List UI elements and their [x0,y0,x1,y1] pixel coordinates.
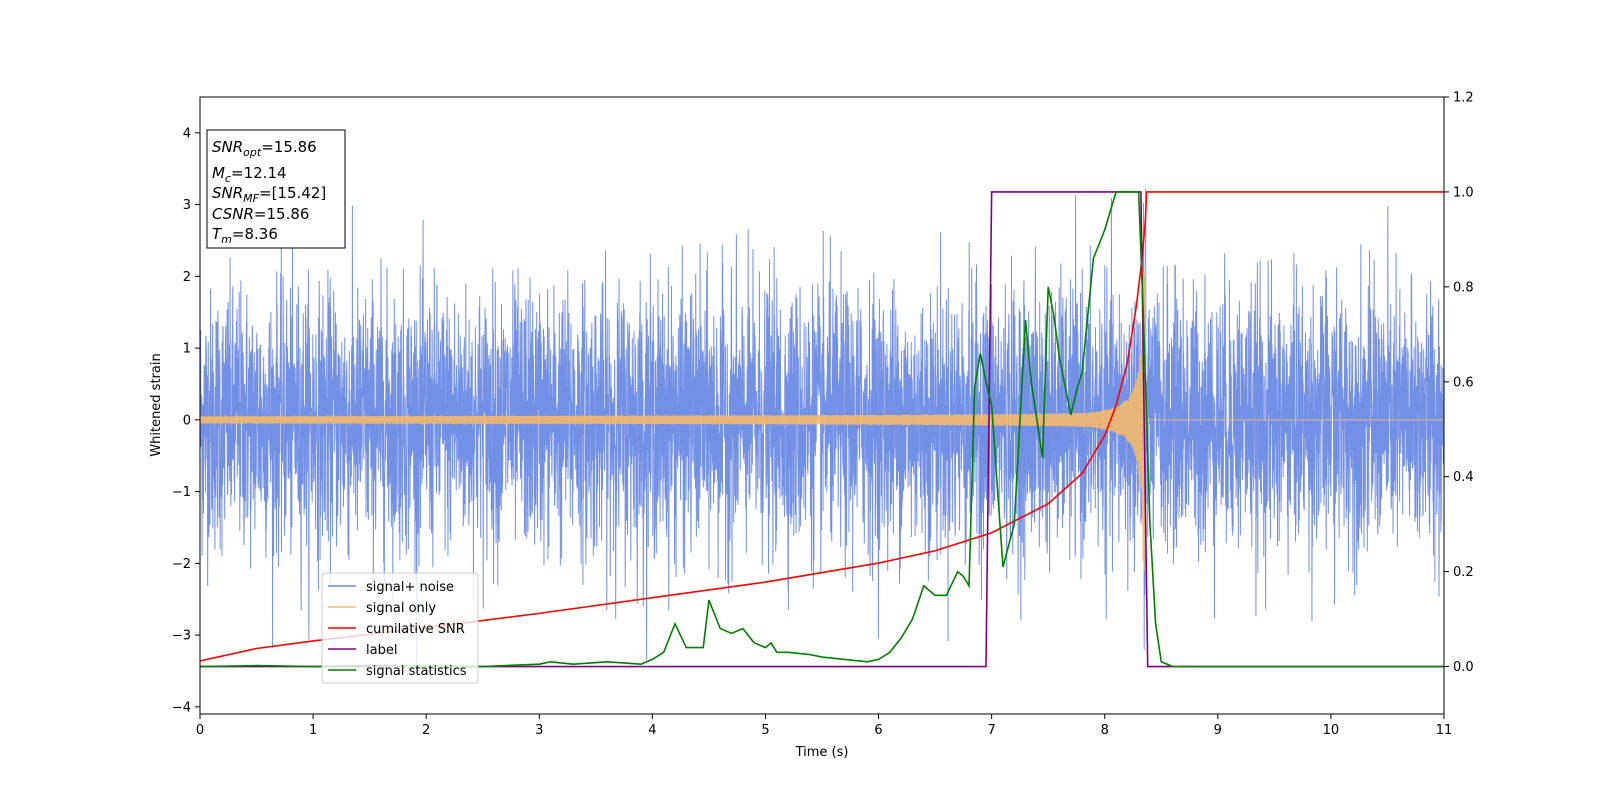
y-tick-label: 2 [183,270,191,285]
y2-tick-label: 1.2 [1453,91,1474,106]
y2-tick-label: 0.4 [1453,470,1474,485]
annotation-box: SNRopt=15.86 Mc=12.14SNRMF=[15.42]CSNR=15… [206,129,346,249]
legend-frame [321,572,479,684]
y2-tick-label: 0.2 [1453,565,1474,580]
x-tick-label: 8 [1101,723,1109,738]
legend-entry: signal+ noise [366,580,454,595]
x-tick-label: 0 [196,723,204,738]
series-signal-only [200,265,1444,573]
legend: signal+ noise signal only cumilative SNR la… [321,572,479,684]
plot-frame [199,96,1445,715]
y-tick-label: −2 [172,557,191,572]
annotation-line: Tm=8.36 [212,225,278,246]
legend-entry: signal statistics [366,664,467,679]
y-tick-label: −3 [172,629,191,644]
y-tick-label: −1 [172,485,191,500]
y-tick-label: 1 [183,342,191,357]
x-tick-label: 2 [422,723,430,738]
y2-tick-label: 0.6 [1453,375,1474,390]
x-tick-label: 5 [761,723,769,738]
x-tick-label: 3 [535,723,543,738]
legend-entry: signal only [366,601,436,616]
y2-tick-label: 0.8 [1453,280,1474,295]
x-axis-label: Time (s) [795,745,849,760]
y-axis-label: Whitened strain [149,353,164,456]
annotation-frame [206,129,346,249]
y-tick-label: 0 [183,413,191,428]
y-tick-label: −4 [172,700,191,715]
x-tick-label: 9 [1214,723,1222,738]
x-tick-label: 10 [1323,723,1340,738]
y-tick-label: 4 [183,126,191,141]
annotation-line: SNRopt=15.86 [212,138,317,159]
series-signal-statistics [200,191,1444,668]
legend-entry: cumilative SNR [366,622,465,637]
series-signal-plus-noise [200,188,1444,678]
legend-entry: label [366,643,397,658]
annotation-line: CSNR=15.86 [212,205,309,223]
x-tick-label: 11 [1436,723,1453,738]
x-tick-label: 6 [874,723,882,738]
x-tick-label: 1 [309,723,317,738]
annotation-line: SNRMF=[15.42] [212,184,326,205]
axes: 0 1 2 3 4 5 6 7 8 9 10 11 −4 −3 −2 −1 0 1 2 3 4 0.0 0.2 0.4 0.6 0… [172,91,1474,739]
annotation-line: Mc=12.14 [212,164,287,185]
y2-tick-label: 1.0 [1453,185,1474,200]
y2-tick-label: 0.0 [1453,660,1474,675]
x-tick-label: 4 [648,723,656,738]
x-tick-label: 7 [987,723,995,738]
y-tick-label: 3 [183,198,191,213]
